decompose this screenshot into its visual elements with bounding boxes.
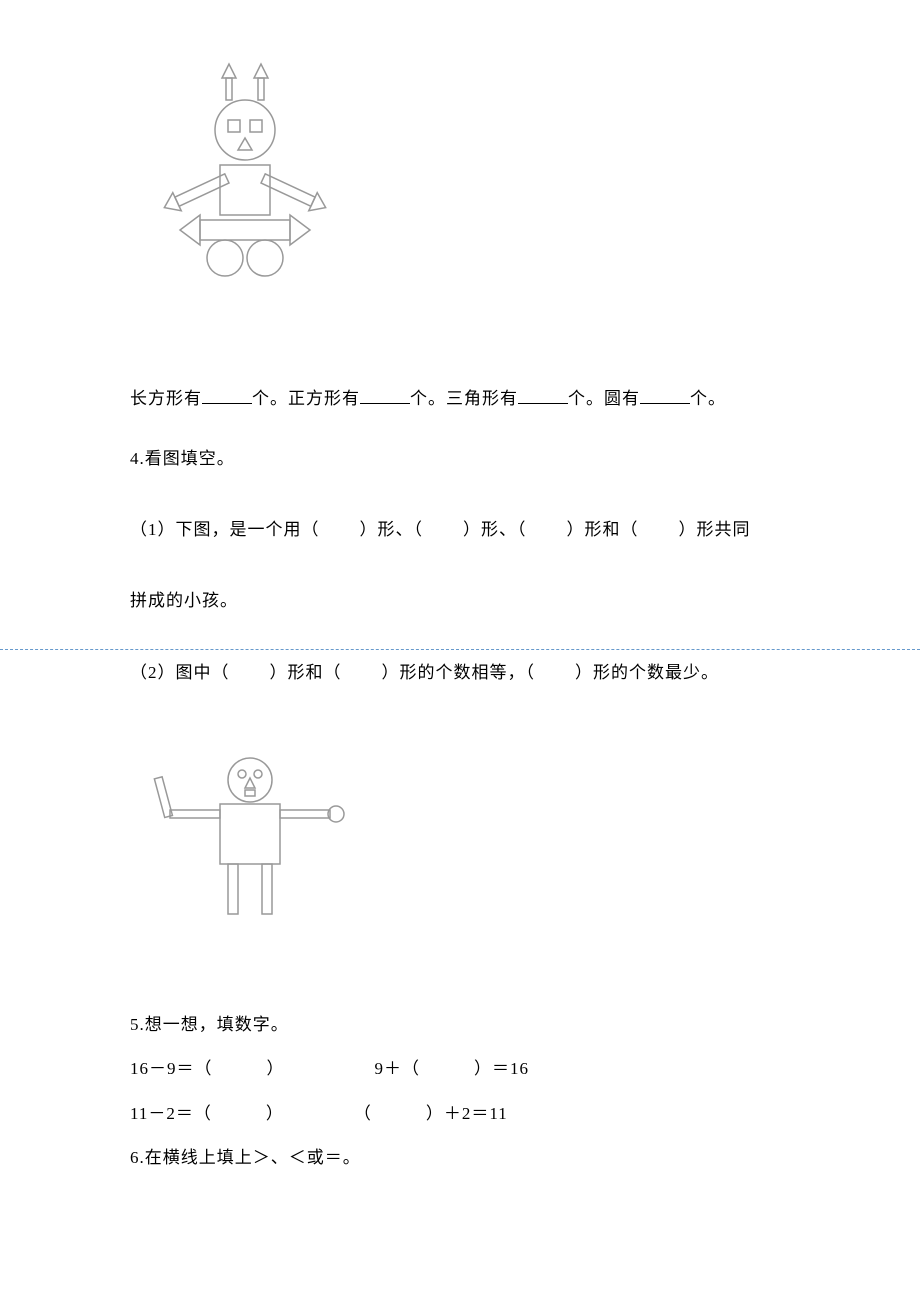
text: ）＋2＝11 [426, 1104, 508, 1123]
q4-line3: （2）图中（ ）形和（ ）形的个数相等，（ ）形的个数最少。 [130, 637, 790, 708]
paren-blank [212, 1104, 266, 1123]
blank [360, 387, 410, 404]
text: ）形和（ [567, 520, 639, 539]
text: 16－9＝（ [130, 1059, 213, 1078]
text: 个。圆有 [568, 389, 640, 408]
q4-line2: 拼成的小孩。 [130, 565, 790, 636]
eq4: （ ）＋2＝11 [354, 1092, 508, 1136]
q6-title: 6.在横线上填上＞、＜或＝。 [130, 1136, 790, 1180]
text: ）＝16 [474, 1059, 529, 1078]
q4-line1: （1）下图，是一个用（ ）形、（ ）形、（ ）形和（ ）形共同 [130, 494, 790, 565]
text: 9＋（ [375, 1059, 421, 1078]
text: 11－2＝（ [130, 1104, 212, 1123]
paren-blank [213, 1059, 267, 1078]
text: ）形的个数最少。 [575, 663, 719, 682]
paren-blank [372, 1104, 426, 1123]
page-content: 长方形有 个。正方形有 个。三角形有 个。圆有 个。 4.看图填空。 （1）下图，是一个… [0, 0, 920, 1180]
eq3: 11－2＝（ ） [130, 1092, 284, 1136]
robot-figure-1 [150, 60, 790, 325]
text: （2）图中（ [130, 663, 230, 682]
text: ）形、（ [360, 520, 424, 539]
q3-fill-line: 长方形有 个。正方形有 个。三角形有 个。圆有 个。 [130, 375, 790, 423]
text: （1）下图，是一个用（ [130, 520, 320, 539]
text: （ [354, 1104, 372, 1123]
page-divider [0, 649, 920, 650]
text: 个。 [690, 389, 726, 408]
paren-blank [423, 520, 463, 539]
text: ） [267, 1059, 285, 1078]
q4-title: 4.看图填空。 [130, 423, 790, 494]
blank [202, 387, 252, 404]
text: 个。正方形有 [252, 389, 360, 408]
q5-title: 5.想一想，填数字。 [130, 1003, 790, 1047]
text: ）形、（ [463, 520, 527, 539]
robot-figure-2 [150, 748, 790, 953]
text: ）形和（ [270, 663, 342, 682]
paren-blank [420, 1059, 474, 1078]
paren-blank [230, 663, 270, 682]
blank [518, 387, 568, 404]
blank [640, 387, 690, 404]
paren-blank [639, 520, 679, 539]
paren-blank [527, 520, 567, 539]
text: ）形的个数相等，（ [382, 663, 536, 682]
text: 长方形有 [130, 389, 202, 408]
q5-row2: 11－2＝（ ） （ ）＋2＝11 [130, 1092, 790, 1136]
paren-blank [342, 663, 382, 682]
eq2: 9＋（ ）＝16 [375, 1047, 530, 1091]
paren-blank [535, 663, 575, 682]
q5-row1: 16－9＝（ ） 9＋（ ）＝16 [130, 1047, 790, 1091]
text: ） [266, 1104, 284, 1123]
eq1: 16－9＝（ ） [130, 1047, 285, 1091]
paren-blank [320, 520, 360, 539]
text: 个。三角形有 [410, 389, 518, 408]
text: ）形共同 [679, 520, 751, 539]
